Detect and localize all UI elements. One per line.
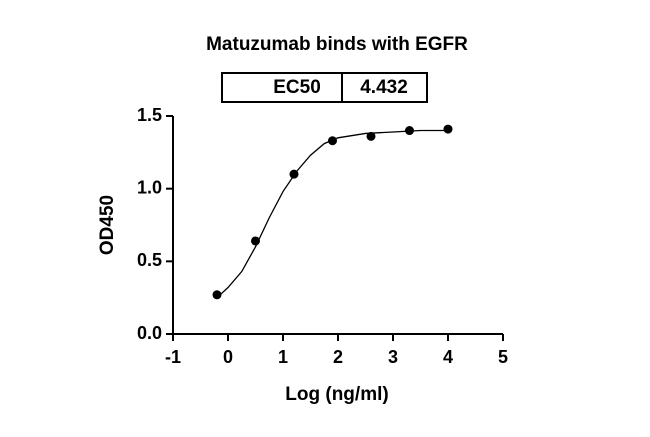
x-tick-label: 0 xyxy=(223,347,233,367)
annotation-value: 4.432 xyxy=(360,77,408,98)
y-tick-label: 0.0 xyxy=(137,323,162,343)
x-tick-label: 3 xyxy=(388,347,398,367)
annotation-label: EC50 xyxy=(273,77,321,98)
data-point xyxy=(443,124,453,134)
x-tick-label: -1 xyxy=(165,347,181,367)
y-tick-label: 0.5 xyxy=(137,250,162,270)
x-tick-label: 1 xyxy=(278,347,288,367)
x-tick-label: 4 xyxy=(443,347,453,367)
x-axis-label: Log (ng/ml) xyxy=(285,384,388,405)
y-axis-label: OD450 xyxy=(97,195,118,255)
y-tick-label: 1.5 xyxy=(137,105,162,125)
data-point xyxy=(366,131,376,141)
data-point xyxy=(212,290,222,300)
y-tick-label: 1.0 xyxy=(137,177,162,197)
chart-title: Matuzumab binds with EGFR xyxy=(206,34,468,55)
x-tick-label: 2 xyxy=(333,347,343,367)
x-tick-label: 5 xyxy=(498,347,508,367)
fit-curve xyxy=(216,129,448,299)
annotation-box xyxy=(221,72,428,103)
